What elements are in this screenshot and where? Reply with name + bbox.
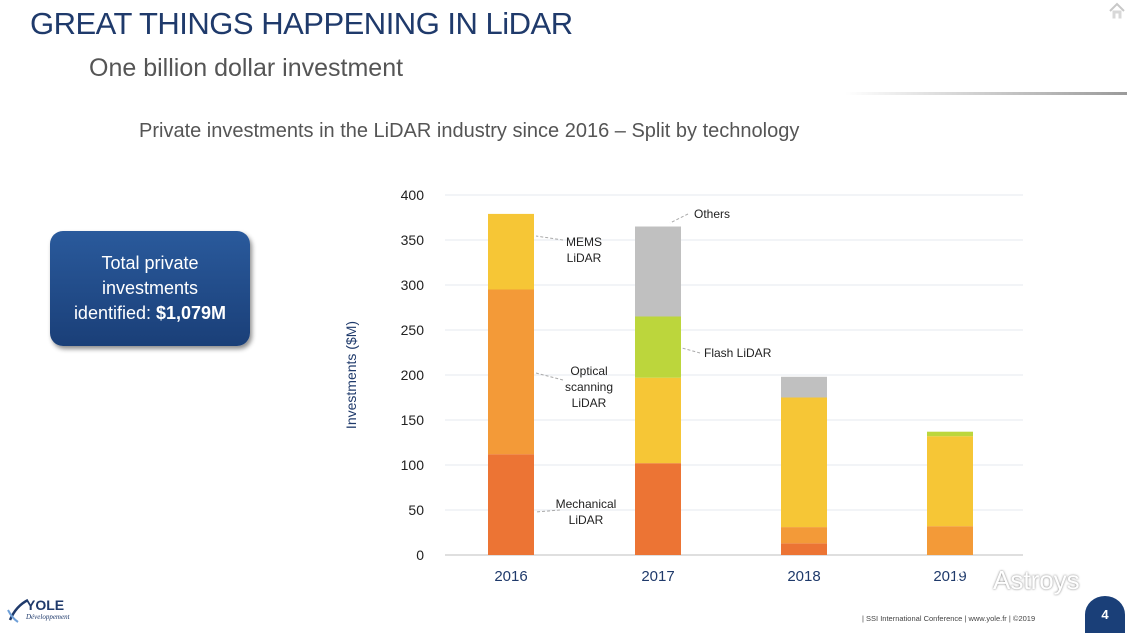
total-investment-callout: Total private investments identified: $1… <box>50 231 250 346</box>
y-tick-label: 0 <box>416 547 424 563</box>
annotation-label: Flash LiDAR <box>704 346 772 360</box>
y-tick-label: 150 <box>401 412 425 428</box>
callout-line-1: Total private <box>101 253 199 273</box>
x-tick-label: 2018 <box>787 568 820 585</box>
svg-text:YOLE: YOLE <box>26 597 64 613</box>
annotation-leader-line <box>681 347 701 354</box>
y-tick-label: 100 <box>401 457 425 473</box>
annotation-label: LiDAR <box>569 513 604 527</box>
annotation-leader-line <box>535 509 561 513</box>
stacked-bar-chart: 0 50 100 150 200 250 300 350 400 Investments ($M)… <box>343 187 1023 585</box>
footer-text: | SSI International Conference | www.yol… <box>862 614 1036 623</box>
bar-segment-mems-lidar <box>781 397 827 528</box>
wechat-icon <box>955 568 986 592</box>
bar-segment-mems-lidar <box>635 377 681 464</box>
annotation-label: MEMS <box>566 235 602 249</box>
page-number: 4 <box>1085 596 1125 633</box>
annotation-leader-line <box>535 372 564 381</box>
callout-line-3-prefix: identified: <box>73 303 156 323</box>
annotation-leader-line <box>669 213 689 224</box>
bar-segment-optical-scanning-lidar <box>927 526 973 555</box>
bar-segment-optical-scanning-lidar <box>781 527 827 544</box>
slide-subtitle: One billion dollar investment <box>89 54 404 82</box>
annotation-label: LiDAR <box>567 251 602 265</box>
y-tick-label: 200 <box>401 367 425 383</box>
annotation-label: Mechanical <box>556 497 617 511</box>
y-tick-label: 400 <box>401 187 425 203</box>
bar-segment-mems-lidar <box>927 436 973 527</box>
bar-segment-mechanical-lidar <box>635 463 681 555</box>
y-tick-label: 50 <box>408 502 424 518</box>
watermark: Astroys <box>955 565 1080 596</box>
x-tick-label: 2016 <box>494 568 527 585</box>
bar-segment-flash-lidar <box>927 431 973 437</box>
watermark-text: Astroys <box>993 565 1080 595</box>
annotation-label: Others <box>694 207 730 221</box>
svg-text:Développement: Développement <box>25 613 71 621</box>
y-tick-label: 350 <box>401 232 425 248</box>
bar-segment-mechanical-lidar <box>781 543 827 555</box>
header-divider <box>845 92 1127 95</box>
bar-segment-mechanical-lidar <box>488 454 534 555</box>
callout-line-2: investments <box>101 278 199 298</box>
bar-segment-flash-lidar <box>635 316 681 378</box>
home-icon[interactable] <box>1108 2 1126 20</box>
slide-title: GREAT THINGS HAPPENING IN LiDAR <box>30 6 573 41</box>
annotation-label: LiDAR <box>572 396 607 410</box>
y-tick-label: 300 <box>401 277 425 293</box>
annotation-label: scanning <box>565 380 613 394</box>
bar-segment-optical-scanning-lidar <box>488 289 534 455</box>
annotation-leader-line <box>535 235 564 241</box>
bar-segment-mems-lidar <box>488 213 534 290</box>
chart-title: Private investments in the LiDAR industr… <box>139 120 800 142</box>
y-axis-label: Investments ($M) <box>343 321 359 429</box>
callout-total-value: $1,079M <box>156 303 227 323</box>
y-tick-label: 250 <box>401 322 425 338</box>
callout-line-3: identified: $1,079M <box>74 301 226 326</box>
bar-segment-others <box>781 376 827 398</box>
x-tick-label: 2017 <box>641 568 674 585</box>
yole-logo: YOLE Développement <box>7 597 71 623</box>
annotation-label: Optical <box>570 364 607 378</box>
bar-segment-others <box>635 226 681 317</box>
